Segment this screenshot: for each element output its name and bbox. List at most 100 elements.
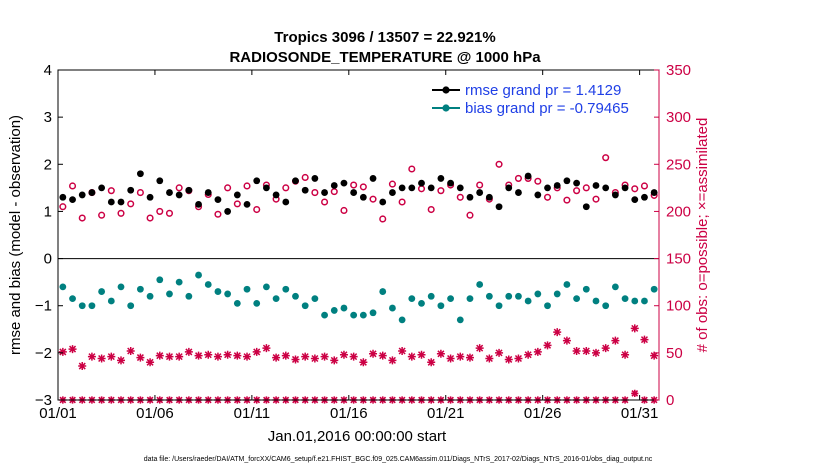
y-left-tick-label: −2: [35, 345, 52, 362]
bias-point: [621, 295, 629, 303]
rmse-point: [505, 184, 513, 192]
rmse-point: [592, 182, 600, 189]
chart-title-line1: Tropics 3096 / 13507 = 22.921%: [274, 29, 495, 46]
legend-rmse-marker: [442, 86, 450, 94]
bias-point: [156, 276, 164, 284]
bias-point: [185, 292, 193, 300]
rmse-point: [321, 189, 328, 196]
obs-assimilated-marker: [514, 354, 523, 363]
rmse-point: [340, 179, 348, 187]
rmse-point: [107, 198, 115, 206]
x-tick-label: 01/11: [234, 405, 270, 422]
rmse-point: [359, 193, 367, 201]
obs-assimilated-marker: [281, 351, 290, 360]
y-right-tick-label: 150: [666, 251, 691, 268]
bias-point: [272, 295, 280, 303]
x-tick-label: 01/21: [427, 405, 465, 422]
bias-point: [389, 304, 396, 312]
bias-point: [505, 292, 513, 300]
bias-point: [524, 297, 532, 305]
obs-possible-marker: [379, 215, 387, 223]
obs-assimilated-marker: [126, 346, 135, 355]
obs-assimilated-marker: [291, 355, 300, 364]
obs-assimilated-marker: [155, 351, 164, 360]
bias-point: [330, 307, 338, 314]
bias-point: [650, 285, 658, 293]
rmse-point: [146, 193, 154, 201]
obs-assimilated-marker: [213, 352, 222, 361]
obs-possible-marker: [495, 160, 503, 168]
obs-possible-marker: [59, 203, 67, 211]
bias-point: [175, 278, 183, 286]
bias-point: [437, 302, 445, 310]
bias-point: [534, 290, 542, 298]
bias-point: [253, 299, 261, 307]
y-left-tick-label: −1: [35, 298, 52, 315]
rmse-point: [88, 189, 96, 196]
obs-assimilated-marker: [272, 353, 281, 362]
obs-possible-marker: [301, 173, 309, 182]
obs-assimilated-marker: [621, 350, 630, 359]
obs-possible-marker: [573, 187, 581, 195]
bias-point: [359, 311, 367, 319]
obs-assimilated-marker: [359, 358, 368, 367]
y-left-tick-label: 4: [44, 62, 52, 79]
obs-assimilated-marker: [310, 354, 319, 363]
obs-assimilated-marker: [262, 344, 271, 353]
bias-point: [127, 302, 135, 310]
obs-assimilated-marker: [611, 336, 620, 345]
obs-possible-marker: [582, 184, 590, 192]
obs-possible-marker: [156, 207, 164, 215]
obs-assimilated-marker: [349, 352, 358, 361]
obs-assimilated-marker: [640, 335, 649, 344]
legend-rmse-label: rmse grand pr = 1.4129: [465, 82, 621, 99]
obs-assimilated-marker: [543, 341, 552, 350]
obs-assimilated-marker: [68, 345, 77, 354]
obs-assimilated-marker: [146, 358, 155, 367]
bias-point: [350, 311, 358, 319]
y-right-tick-label: 250: [666, 156, 691, 173]
legend-bias-label: bias grand pr = -0.79465: [465, 100, 629, 117]
y-left-tick-label: 0: [44, 251, 52, 268]
obs-assimilated-marker: [475, 344, 484, 353]
obs-possible-marker: [427, 205, 435, 214]
bias-point: [136, 285, 144, 293]
left-axis-ticks: −3 −2 −1 0 1 2 3 4: [35, 62, 63, 409]
rmse-point: [476, 189, 484, 196]
obs-assimilated-marker: [524, 350, 533, 359]
rmse-point: [563, 177, 571, 185]
rmse-point: [282, 198, 290, 206]
bias-point: [379, 288, 387, 295]
rmse-point: [195, 200, 202, 208]
obs-possible-marker: [640, 182, 649, 190]
obs-possible-marker: [340, 206, 348, 215]
obs-rejected-marker: [631, 389, 639, 397]
obs-possible-marker: [165, 209, 174, 217]
bias-point: [98, 288, 106, 295]
bias-point: [369, 309, 377, 317]
obs-possible-marker: [437, 187, 445, 195]
rmse-point: [156, 177, 164, 185]
obs-possible-marker: [117, 209, 125, 217]
obs-possible-marker: [243, 182, 251, 190]
obs-assimilated-series: [58, 324, 659, 371]
rmse-point: [301, 186, 309, 194]
rmse-point: [243, 200, 251, 208]
rmse-point: [602, 184, 610, 192]
bias-point: [107, 297, 115, 305]
bias-point: [408, 295, 416, 303]
obs-possible-marker: [543, 193, 552, 201]
rmse-point: [214, 196, 222, 204]
rmse-point: [292, 177, 299, 185]
obs-assimilated-marker: [117, 356, 126, 365]
bias-point: [485, 292, 493, 300]
obs-assimilated-marker: [223, 350, 232, 359]
rmse-point: [553, 182, 561, 189]
bias-point: [515, 292, 522, 300]
y-right-tick-label: 200: [666, 203, 691, 220]
obs-assimilated-marker: [78, 362, 87, 371]
bias-point: [447, 295, 454, 303]
chart-title-line2: RADIOSONDE_TEMPERATURE @ 1000 hPa: [229, 49, 541, 66]
bias-point: [233, 299, 241, 307]
